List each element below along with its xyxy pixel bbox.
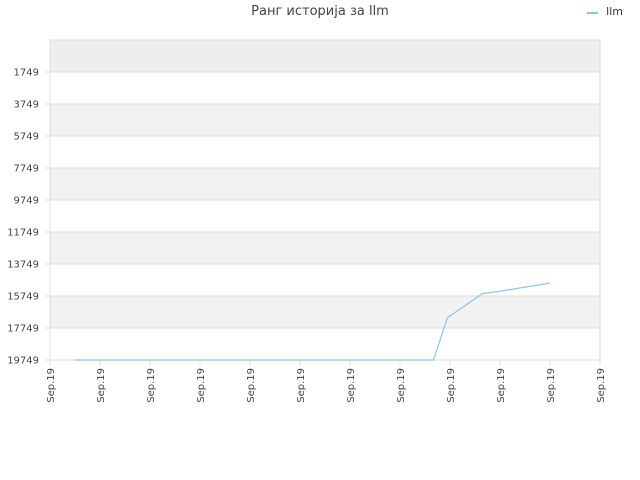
y-tick-label: 17749: [7, 324, 39, 335]
grid-band: [50, 264, 600, 296]
grid-band: [50, 136, 600, 168]
y-tick-label: 9749: [14, 196, 39, 207]
y-tick-label: 7749: [14, 164, 39, 175]
y-tick-label: 5749: [14, 132, 39, 143]
chart-title: Ранг историја за llm: [251, 4, 389, 19]
x-tick-label: Sep.19: [46, 368, 57, 403]
grid-band: [50, 104, 600, 136]
x-tick-label: Sep.19: [546, 368, 557, 403]
legend-label-llm: llm: [606, 5, 623, 18]
legend[interactable]: llm: [587, 5, 623, 18]
x-tick-label: Sep.19: [146, 368, 157, 403]
x-tick-label: Sep.19: [296, 368, 307, 403]
grid-band: [50, 232, 600, 264]
x-tick-label: Sep.19: [346, 368, 357, 403]
grid-band: [50, 40, 600, 72]
y-tick-label: 3749: [14, 100, 39, 111]
series-line-llm: [75, 282, 551, 361]
x-tick-label: Sep.19: [596, 368, 607, 403]
legend-swatch-llm: [587, 11, 599, 14]
x-tick-label: Sep.19: [496, 368, 507, 403]
y-tick-label: 1749: [14, 68, 39, 79]
x-tick-label: Sep.19: [446, 368, 457, 403]
y-tick-label: 13749: [7, 260, 39, 271]
grid-band: [50, 168, 600, 200]
y-tick-label: 19749: [7, 356, 39, 367]
y-tick-label: 11749: [7, 228, 39, 239]
grid-band: [50, 72, 600, 104]
x-tick-label: Sep.19: [96, 368, 107, 403]
grid-band: [50, 328, 600, 360]
grid-band: [50, 296, 600, 328]
x-tick-label: Sep.19: [396, 368, 407, 403]
x-tick-label: Sep.19: [196, 368, 207, 403]
x-tick-label: Sep.19: [246, 368, 257, 403]
grid-band: [50, 200, 600, 232]
y-tick-label: 15749: [7, 292, 39, 303]
